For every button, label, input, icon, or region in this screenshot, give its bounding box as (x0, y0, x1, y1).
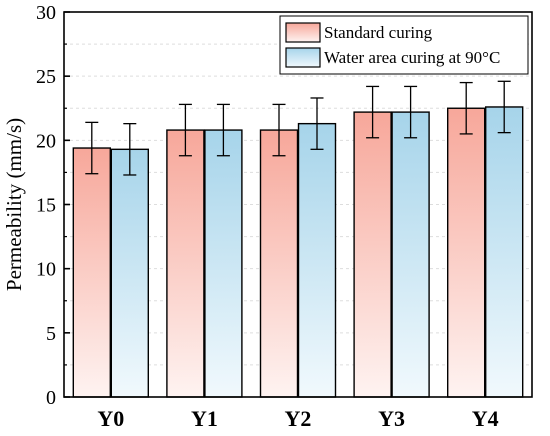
error-bar (272, 103, 286, 157)
y-axis-title: Permeability (mm/s) (2, 118, 26, 291)
legend-box (279, 15, 529, 75)
y-tick-label: 10 (36, 259, 56, 281)
error-bar (178, 103, 192, 157)
error-bar (85, 121, 99, 175)
error-bar (497, 80, 511, 134)
legend-label: Water area curing at 90°C (324, 48, 500, 67)
x-axis: Y0 Y1 Y2 Y3 Y4 (97, 391, 499, 431)
x-tick-label: Y0 (97, 406, 124, 431)
legend-swatch (285, 47, 321, 68)
error-bar (310, 97, 324, 150)
bar-standard-curing-y0 (72, 147, 112, 398)
y-tick-label: 20 (36, 130, 56, 152)
bar-standard-curing-y1 (166, 129, 205, 398)
legend-label: Standard curing (324, 23, 433, 42)
x-tick-label: Y2 (285, 406, 312, 431)
y-tick-label: 25 (36, 66, 56, 88)
legend: Standard curing Water area curing at 90°C (279, 15, 529, 75)
x-tick-label: Y4 (472, 406, 499, 431)
bars (72, 106, 524, 398)
y-tick-label: 30 (36, 2, 56, 24)
y-axis: 0 5 10 15 20 25 30 (36, 2, 70, 409)
bar-water-area-curing-y1 (204, 129, 243, 398)
bar-standard-curing-y4 (447, 107, 486, 398)
error-bar (404, 85, 418, 139)
x-tick-label: Y1 (191, 406, 218, 431)
error-bar (366, 85, 380, 139)
bar-standard-curing-y2 (259, 129, 299, 398)
bar-water-area-curing-y2 (297, 122, 337, 398)
error-bar (459, 81, 473, 135)
bar-water-area-curing-y4 (485, 106, 524, 398)
legend-swatch (285, 22, 321, 43)
y-tick-label: 5 (46, 323, 56, 345)
bar-water-area-curing-y3 (391, 111, 430, 398)
y-tick-label: 0 (46, 387, 56, 409)
bar-water-area-curing-y0 (110, 148, 150, 398)
y-tick-label: 15 (36, 195, 56, 217)
x-tick-label: Y3 (378, 406, 405, 431)
bar-standard-curing-y3 (353, 111, 392, 398)
error-bar (216, 103, 230, 157)
error-bar (123, 123, 137, 176)
error-bars (85, 80, 511, 176)
